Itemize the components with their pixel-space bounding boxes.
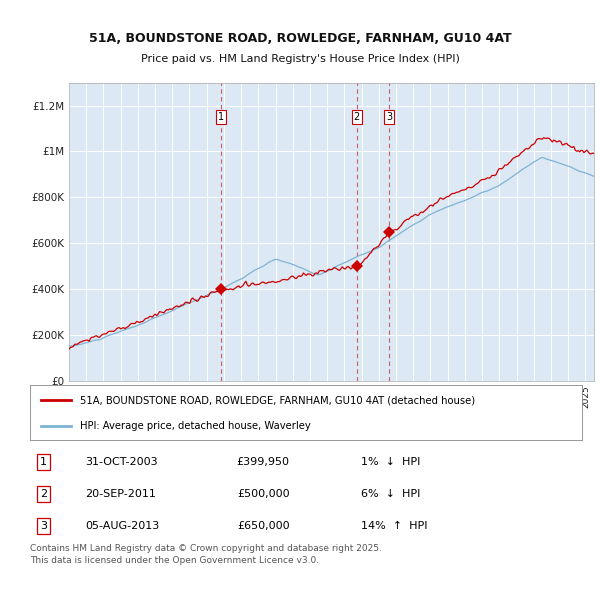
Text: 3: 3 — [40, 521, 47, 531]
Text: £650,000: £650,000 — [237, 521, 289, 531]
Text: 51A, BOUNDSTONE ROAD, ROWLEDGE, FARNHAM, GU10 4AT (detached house): 51A, BOUNDSTONE ROAD, ROWLEDGE, FARNHAM,… — [80, 395, 475, 405]
Text: 6%  ↓  HPI: 6% ↓ HPI — [361, 489, 421, 499]
Text: 05-AUG-2013: 05-AUG-2013 — [85, 521, 160, 531]
Text: 2: 2 — [40, 489, 47, 499]
Text: 1: 1 — [218, 112, 224, 122]
Text: Price paid vs. HM Land Registry's House Price Index (HPI): Price paid vs. HM Land Registry's House … — [140, 54, 460, 64]
Text: 51A, BOUNDSTONE ROAD, ROWLEDGE, FARNHAM, GU10 4AT: 51A, BOUNDSTONE ROAD, ROWLEDGE, FARNHAM,… — [89, 32, 511, 45]
Text: 20-SEP-2011: 20-SEP-2011 — [85, 489, 156, 499]
Text: £500,000: £500,000 — [237, 489, 289, 499]
Text: 3: 3 — [386, 112, 392, 122]
Text: £399,950: £399,950 — [236, 457, 289, 467]
Text: 2: 2 — [353, 112, 360, 122]
Text: 31-OCT-2003: 31-OCT-2003 — [85, 457, 158, 467]
Text: Contains HM Land Registry data © Crown copyright and database right 2025.
This d: Contains HM Land Registry data © Crown c… — [30, 544, 382, 565]
Text: HPI: Average price, detached house, Waverley: HPI: Average price, detached house, Wave… — [80, 421, 310, 431]
Text: 1%  ↓  HPI: 1% ↓ HPI — [361, 457, 421, 467]
Text: 14%  ↑  HPI: 14% ↑ HPI — [361, 521, 428, 531]
Text: 1: 1 — [40, 457, 47, 467]
